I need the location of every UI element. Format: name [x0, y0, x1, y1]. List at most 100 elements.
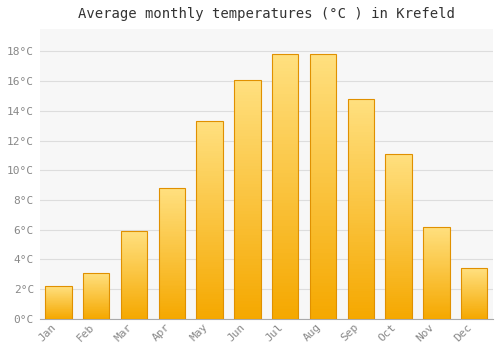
- Bar: [234, 214, 260, 217]
- Bar: [386, 261, 412, 263]
- Bar: [234, 196, 260, 199]
- Bar: [310, 131, 336, 134]
- Bar: [196, 309, 223, 312]
- Bar: [272, 100, 298, 104]
- Bar: [348, 272, 374, 275]
- Bar: [272, 177, 298, 180]
- Bar: [310, 111, 336, 114]
- Bar: [121, 261, 147, 262]
- Bar: [386, 240, 412, 243]
- Bar: [234, 205, 260, 208]
- Bar: [158, 270, 185, 272]
- Bar: [158, 208, 185, 209]
- Bar: [121, 298, 147, 299]
- Bar: [310, 273, 336, 276]
- Bar: [310, 147, 336, 150]
- Bar: [234, 271, 260, 274]
- Bar: [45, 309, 72, 310]
- Bar: [121, 282, 147, 283]
- Bar: [158, 231, 185, 232]
- Bar: [272, 296, 298, 299]
- Bar: [272, 289, 298, 293]
- Bar: [121, 267, 147, 268]
- Bar: [45, 314, 72, 315]
- Bar: [348, 302, 374, 305]
- Bar: [121, 313, 147, 315]
- Bar: [272, 111, 298, 114]
- Bar: [272, 94, 298, 97]
- Bar: [348, 135, 374, 138]
- Bar: [272, 91, 298, 94]
- Bar: [234, 125, 260, 127]
- Bar: [423, 250, 450, 251]
- Bar: [386, 178, 412, 181]
- Bar: [83, 308, 110, 309]
- Bar: [196, 316, 223, 319]
- Bar: [45, 312, 72, 313]
- Bar: [423, 242, 450, 243]
- Bar: [461, 315, 487, 316]
- Bar: [386, 226, 412, 228]
- Bar: [234, 112, 260, 116]
- Bar: [158, 317, 185, 319]
- Bar: [423, 266, 450, 267]
- Bar: [310, 68, 336, 71]
- Bar: [45, 298, 72, 299]
- Bar: [83, 317, 110, 318]
- Bar: [386, 156, 412, 158]
- Bar: [423, 256, 450, 257]
- Bar: [234, 265, 260, 268]
- Bar: [461, 283, 487, 284]
- Bar: [461, 282, 487, 283]
- Bar: [158, 219, 185, 221]
- Bar: [234, 139, 260, 142]
- Bar: [348, 258, 374, 261]
- Bar: [310, 220, 336, 223]
- Bar: [158, 293, 185, 294]
- Bar: [423, 257, 450, 258]
- Bar: [423, 234, 450, 235]
- Bar: [45, 286, 72, 287]
- Bar: [234, 148, 260, 152]
- Bar: [196, 178, 223, 181]
- Bar: [158, 229, 185, 231]
- Bar: [348, 159, 374, 162]
- Bar: [386, 197, 412, 199]
- Bar: [196, 299, 223, 302]
- Bar: [272, 107, 298, 111]
- Bar: [386, 243, 412, 245]
- Bar: [272, 279, 298, 282]
- Bar: [234, 181, 260, 184]
- Bar: [272, 157, 298, 160]
- Bar: [310, 140, 336, 143]
- Bar: [461, 272, 487, 273]
- Bar: [310, 58, 336, 61]
- Bar: [234, 313, 260, 316]
- Bar: [121, 245, 147, 246]
- Bar: [121, 266, 147, 267]
- Bar: [196, 141, 223, 144]
- Bar: [461, 284, 487, 285]
- Bar: [158, 247, 185, 248]
- Bar: [272, 220, 298, 223]
- Bar: [121, 236, 147, 237]
- Bar: [234, 253, 260, 256]
- Bar: [386, 245, 412, 247]
- Bar: [196, 151, 223, 153]
- Bar: [386, 302, 412, 304]
- Bar: [348, 99, 374, 102]
- Bar: [196, 163, 223, 166]
- Bar: [158, 304, 185, 306]
- Bar: [310, 213, 336, 216]
- Bar: [310, 150, 336, 154]
- Bar: [386, 265, 412, 267]
- Bar: [348, 198, 374, 201]
- Bar: [310, 216, 336, 220]
- Bar: [158, 250, 185, 252]
- Bar: [386, 224, 412, 226]
- Bar: [310, 104, 336, 107]
- Bar: [310, 312, 336, 316]
- Bar: [45, 289, 72, 290]
- Bar: [121, 251, 147, 252]
- Bar: [158, 291, 185, 293]
